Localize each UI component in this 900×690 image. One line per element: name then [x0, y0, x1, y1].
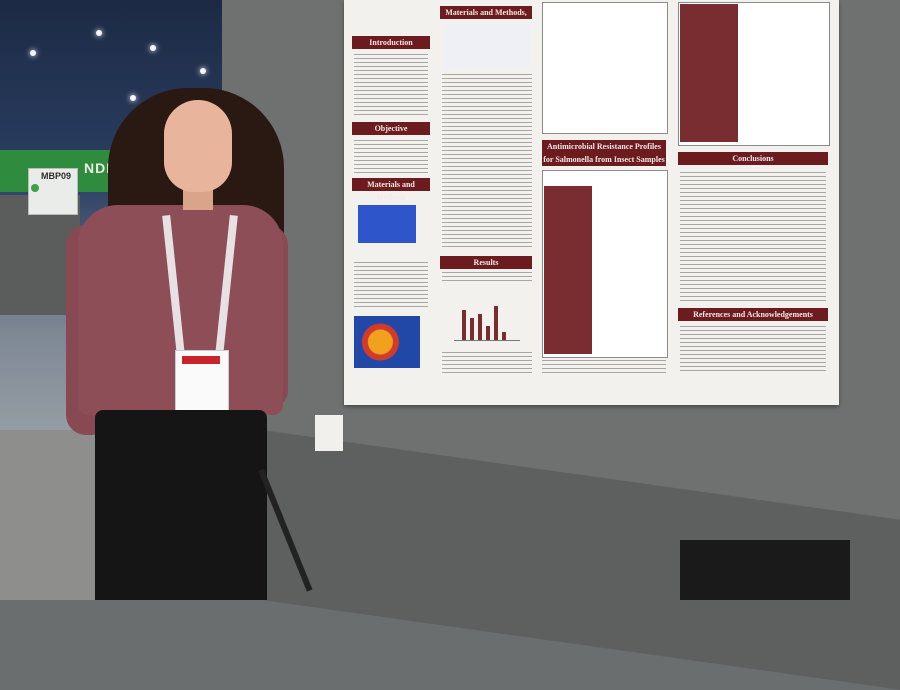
- poster-text-block: [542, 360, 666, 376]
- pants: [95, 410, 267, 600]
- research-poster: Introduction Objective Materials and Met…: [344, 0, 839, 405]
- poster-text-block: [354, 140, 428, 174]
- poster-text-block: [442, 272, 532, 282]
- poster-section-header: Introduction: [352, 36, 430, 49]
- insect-figure: [444, 24, 530, 68]
- booth-dot-icon: [31, 184, 39, 192]
- poster-text-block: [680, 326, 826, 374]
- poster-text-block: [354, 54, 428, 118]
- bar-chart-figure: [454, 300, 520, 341]
- map-figure: [358, 205, 416, 243]
- poster-section-header: Materials and Methods, cont.: [440, 6, 532, 30]
- paper-note: [315, 415, 343, 451]
- poster-text-block: [680, 172, 826, 302]
- ceiling-light: [96, 30, 102, 36]
- poster-text-block: [354, 262, 428, 310]
- poster-text-block: [442, 352, 532, 374]
- petri-dish-figure: [354, 316, 420, 368]
- poster-section-header: Conclusions: [678, 152, 828, 165]
- poster-section-header: Objective: [352, 122, 430, 135]
- poster-section-header: Materials and Methods: [352, 178, 430, 202]
- booth-number: MBP09: [41, 171, 72, 181]
- face: [164, 100, 232, 192]
- resistance-table-labels: [544, 186, 592, 354]
- mic-table-labels: [680, 4, 738, 142]
- poster-text-block: [442, 74, 532, 250]
- booth-number-card: [28, 168, 78, 215]
- prevalence-table: [542, 2, 668, 134]
- ceiling-light: [150, 45, 156, 51]
- ceiling-light: [130, 95, 136, 101]
- badge-logo: [182, 356, 220, 364]
- poster-section-header: References and Acknowledgements: [678, 308, 828, 321]
- ceiling-light: [200, 68, 206, 74]
- poster-section-header: Results: [440, 256, 532, 269]
- poster-section-header: Antimicrobial Resistance Profiles for Sa…: [542, 140, 666, 166]
- person-legs-background: [680, 540, 850, 600]
- ceiling-light: [30, 50, 36, 56]
